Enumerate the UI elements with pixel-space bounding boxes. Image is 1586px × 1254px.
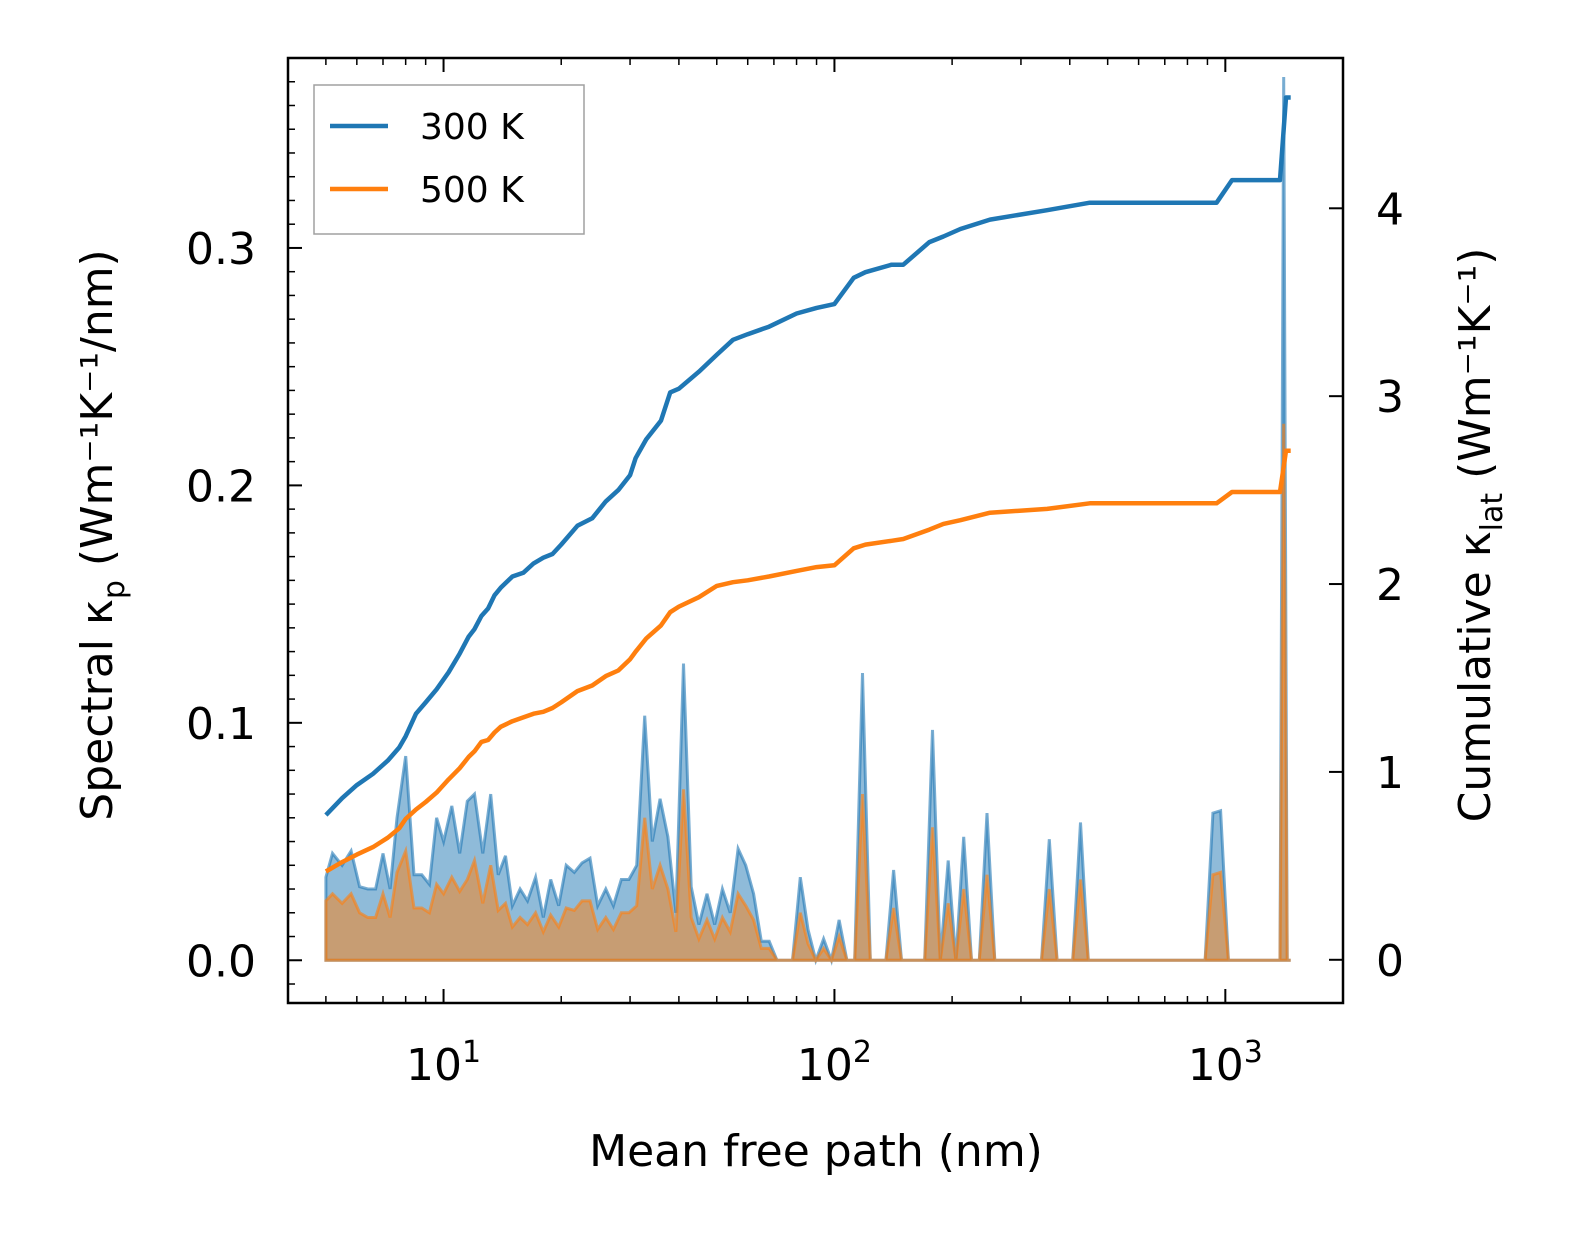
x-tick-label: 103 <box>1188 1035 1263 1091</box>
cumulative-line-300-k <box>324 95 1291 817</box>
y-axis-label: Spectral κp (Wm⁻¹K⁻¹/nm) <box>72 249 132 820</box>
legend: 300 K 500 K <box>313 84 585 235</box>
legend-label-300k: 300 K <box>420 107 525 148</box>
y2-tick-label: 1 <box>1376 748 1404 799</box>
axes: 101 102 103 0.0 0.1 0.2 0.3 0 1 2 3 4 <box>186 56 1404 1091</box>
cumulative-line-500-k <box>324 448 1291 874</box>
spectral-area-500-k-spectral <box>324 423 1291 964</box>
y2-tick-label: 0 <box>1376 936 1404 987</box>
y-tick-label: 0.3 <box>186 224 256 275</box>
y-tick-label: 0.1 <box>186 699 256 750</box>
plot-frame <box>286 56 1345 1005</box>
x-tick-label: 101 <box>406 1035 481 1091</box>
x-axis-label: Mean free path (nm) <box>589 1126 1043 1177</box>
y2-axis-label: Cumulative κlat (Wm⁻¹K⁻¹) <box>1450 248 1510 823</box>
x-tick-label: 102 <box>797 1035 872 1091</box>
y-tick-label: 0.2 <box>186 461 256 512</box>
y-tick-label: 0.0 <box>186 936 256 987</box>
plot-area <box>324 76 1291 966</box>
legend-label-500k: 500 K <box>420 170 525 211</box>
y2-tick-label: 2 <box>1376 560 1404 611</box>
y2-tick-label: 3 <box>1376 372 1404 423</box>
y2-tick-label: 4 <box>1376 184 1404 235</box>
legend-frame <box>313 84 585 235</box>
